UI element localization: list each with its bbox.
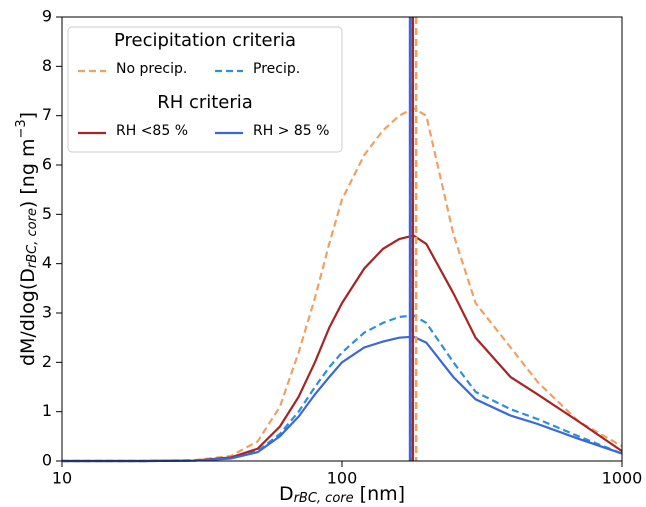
x-label-sub: rBC, core bbox=[294, 491, 354, 506]
legend-title: RH criteria bbox=[157, 92, 253, 113]
y-tick-label: 4 bbox=[42, 253, 52, 272]
y-label-part: ) [ng m bbox=[17, 139, 39, 209]
y-tick-label: 5 bbox=[42, 204, 52, 223]
plot-frame bbox=[61, 16, 623, 462]
y-tick-label: 7 bbox=[42, 105, 52, 124]
y-tick-label: 0 bbox=[42, 451, 52, 470]
x-axis-label: DrBC, core [nm] bbox=[279, 483, 405, 506]
x-tick-label: 10 bbox=[52, 469, 72, 488]
y-label-part: ] bbox=[17, 112, 39, 119]
series-line bbox=[62, 335, 623, 463]
y-tick-label: 8 bbox=[42, 56, 52, 75]
legend-label: Precip. bbox=[253, 61, 300, 77]
series-line bbox=[62, 234, 623, 463]
legend-box bbox=[67, 26, 343, 153]
y-tick-label: 6 bbox=[42, 155, 52, 174]
y-tick-label: 9 bbox=[42, 7, 52, 26]
legend-label: RH > 85 % bbox=[253, 123, 329, 139]
x-tick-label: 1000 bbox=[602, 469, 643, 488]
series-line bbox=[62, 314, 623, 463]
x-label-part: [nm] bbox=[354, 483, 405, 505]
series-line bbox=[62, 107, 623, 463]
y-label-sub: rBC, core bbox=[25, 208, 40, 268]
y-tick-label: 3 bbox=[42, 303, 52, 322]
x-label-part: D bbox=[279, 483, 294, 505]
y-label-sup: −3 bbox=[14, 119, 29, 138]
y-tick-label: 1 bbox=[42, 401, 52, 420]
y-tick-label: 2 bbox=[42, 352, 52, 371]
x-tick-label: 100 bbox=[327, 469, 358, 488]
legend-label: RH <85 % bbox=[116, 123, 188, 139]
y-axis-label: dM/dlog(DrBC, core) [ng m−3] bbox=[14, 112, 40, 366]
y-label-part: dM/dlog(D bbox=[17, 268, 39, 366]
legend-label: No precip. bbox=[116, 61, 187, 77]
legend-title: Precipitation criteria bbox=[114, 30, 296, 51]
